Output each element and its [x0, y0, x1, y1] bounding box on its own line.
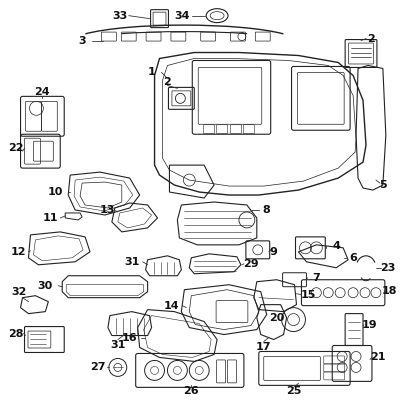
Text: 13: 13: [99, 205, 114, 215]
Text: 23: 23: [380, 263, 396, 273]
Text: 31: 31: [124, 257, 140, 267]
Text: 24: 24: [34, 87, 50, 98]
Text: 2: 2: [164, 77, 171, 87]
Text: 3: 3: [78, 35, 86, 46]
Text: 19: 19: [362, 320, 378, 330]
Text: 29: 29: [243, 259, 259, 269]
Text: 33: 33: [112, 10, 128, 21]
Text: 6: 6: [349, 253, 357, 263]
Text: 16: 16: [122, 332, 138, 343]
Text: 17: 17: [256, 343, 272, 353]
Text: 12: 12: [11, 247, 26, 257]
Text: 28: 28: [8, 328, 23, 339]
Text: 25: 25: [286, 386, 301, 396]
Text: 11: 11: [42, 213, 58, 223]
Text: 2: 2: [367, 33, 375, 44]
Text: 22: 22: [8, 143, 23, 153]
Text: 18: 18: [382, 286, 398, 296]
Text: 30: 30: [38, 281, 53, 291]
Text: 20: 20: [269, 313, 284, 322]
Text: 4: 4: [332, 241, 340, 251]
Text: 9: 9: [270, 247, 278, 257]
Text: 32: 32: [11, 287, 26, 297]
Text: 10: 10: [48, 187, 63, 197]
Text: 34: 34: [174, 10, 190, 21]
Text: 27: 27: [90, 362, 106, 372]
Text: 21: 21: [370, 353, 386, 362]
Text: 7: 7: [312, 273, 320, 283]
Text: 5: 5: [379, 180, 387, 190]
Text: 14: 14: [164, 301, 179, 311]
Text: 1: 1: [148, 67, 156, 77]
Text: 15: 15: [301, 290, 316, 300]
Text: 26: 26: [184, 386, 199, 396]
Text: 8: 8: [263, 205, 271, 215]
Text: 31: 31: [110, 339, 126, 349]
